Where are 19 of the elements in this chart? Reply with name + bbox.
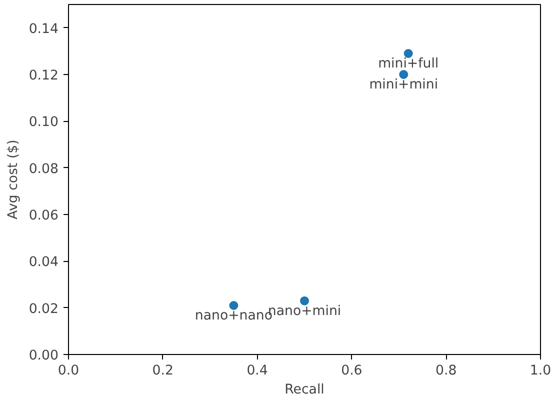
x-tick-label: 0.2 bbox=[152, 364, 174, 378]
y-axis-title: Avg cost ($) bbox=[6, 140, 21, 220]
y-tick-label: 0.06 bbox=[28, 208, 59, 224]
x-tick-label: 0.0 bbox=[58, 364, 80, 378]
y-tick-label: 0.02 bbox=[28, 302, 59, 317]
x-axis-title: Recall bbox=[284, 382, 324, 398]
y-tick-label: 0.08 bbox=[28, 162, 59, 177]
y-tick-label: 0.12 bbox=[28, 68, 59, 84]
y-tick-label: 0.00 bbox=[28, 348, 59, 364]
x-tick-label: 0.6 bbox=[341, 364, 362, 378]
x-tick-label: 0.4 bbox=[246, 364, 268, 378]
y-tick-label: 0.04 bbox=[28, 255, 59, 270]
annotation: mini+full bbox=[378, 56, 439, 72]
y-tick-label: 0.14 bbox=[28, 22, 59, 37]
point bbox=[229, 301, 238, 310]
x-tick-label: 1.0 bbox=[530, 364, 552, 378]
annotation: mini+mini bbox=[369, 78, 438, 92]
y-tick-label: 0.10 bbox=[28, 115, 59, 130]
x-tick-label: 0.8 bbox=[436, 364, 457, 378]
